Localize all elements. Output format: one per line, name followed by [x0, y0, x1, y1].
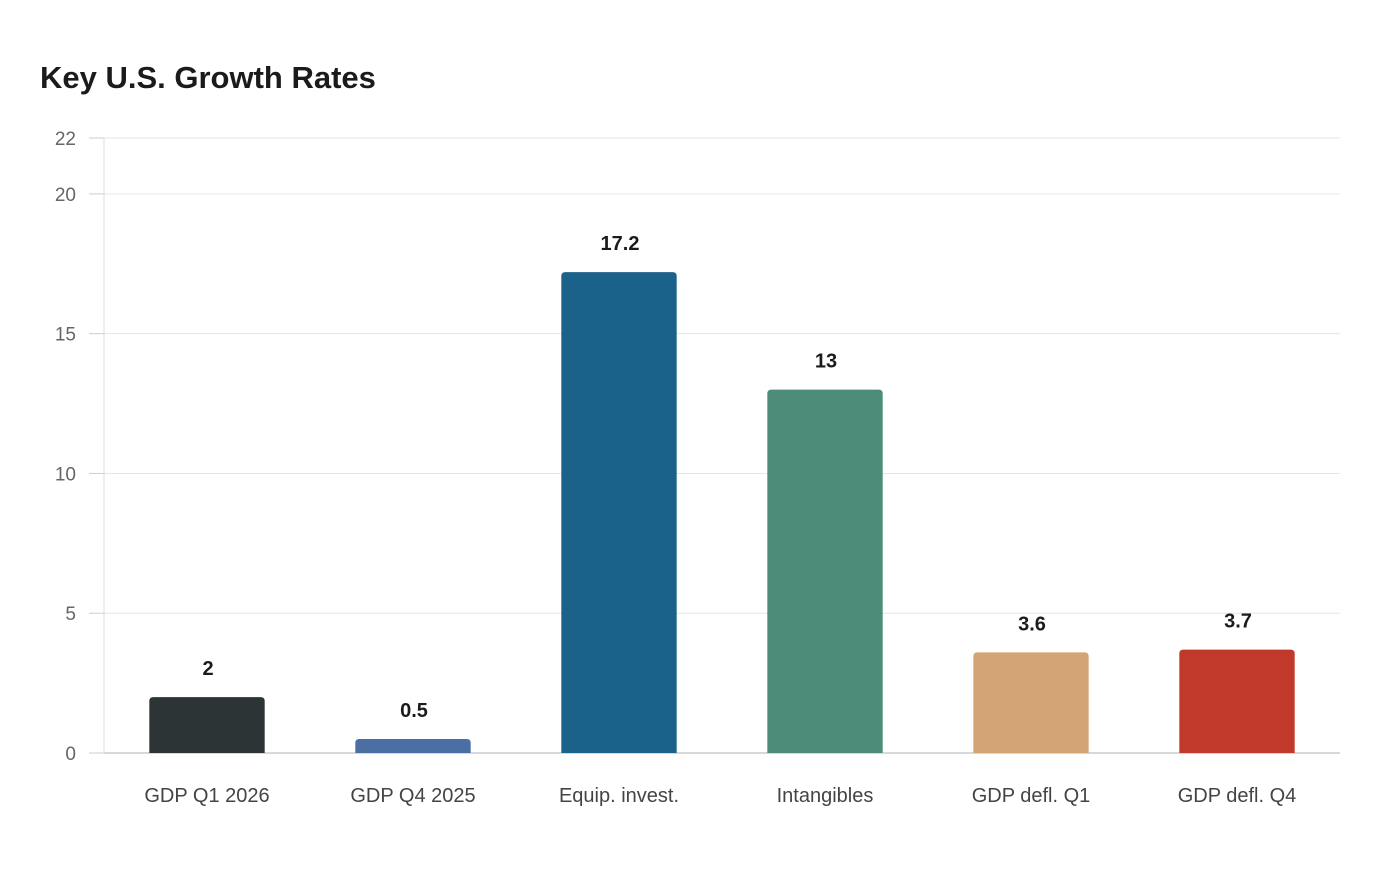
x-tick-label: GDP Q4 2025: [350, 785, 475, 807]
bars: [149, 272, 1295, 753]
bar: [355, 739, 471, 753]
data-label: 3.6: [1018, 613, 1046, 635]
data-label: 0.5: [400, 700, 428, 722]
x-tick-label: GDP Q1 2026: [144, 785, 269, 807]
x-tick-label: Equip. invest.: [559, 785, 679, 807]
gridlines: [104, 137, 1340, 614]
y-tick-label: 0: [65, 744, 76, 765]
x-tick-label: GDP defl. Q4: [1178, 785, 1297, 807]
bar: [149, 697, 265, 753]
y-tick-label: 20: [55, 185, 76, 206]
bar: [1179, 649, 1295, 753]
bar: [561, 272, 677, 753]
data-label: 13: [815, 351, 837, 373]
bar: [973, 652, 1089, 753]
chart-title: Key U.S. Growth Rates: [40, 60, 376, 95]
x-tick-label: Intangibles: [777, 785, 874, 807]
data-label: 2: [202, 658, 213, 680]
bar: [767, 389, 883, 753]
y-tick-label: 15: [55, 325, 76, 346]
y-tick-label: 10: [55, 464, 76, 485]
data-label: 3.7: [1224, 611, 1252, 633]
data-label: 17.2: [601, 233, 640, 255]
y-tick-label: 5: [65, 604, 76, 625]
axes: [89, 137, 1340, 754]
x-tick-label: GDP defl. Q1: [972, 785, 1091, 807]
y-tick-label: 22: [55, 129, 76, 150]
